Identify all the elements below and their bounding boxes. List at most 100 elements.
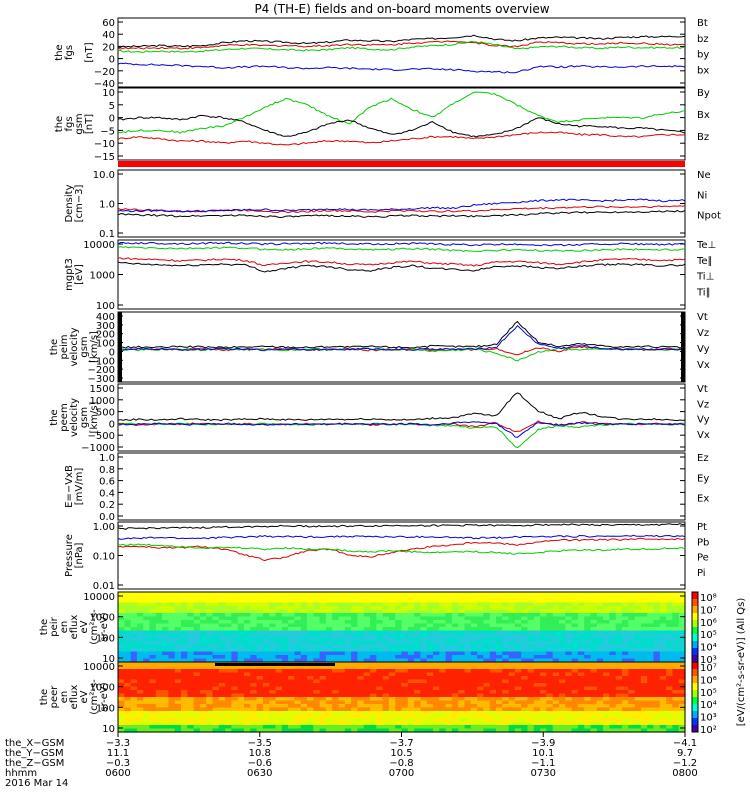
spectrogram-cell (401, 609, 409, 614)
spectrogram-cell (338, 728, 346, 733)
spectrogram-cell (672, 592, 680, 597)
spectrogram-cell (622, 651, 629, 656)
spectrogram-cell (143, 616, 151, 621)
spectrogram-cell (118, 616, 125, 621)
spectrogram-cell (351, 602, 358, 607)
spectrogram-cell (395, 655, 403, 660)
spectrogram-cell (351, 672, 358, 677)
spectrogram-cell (124, 655, 132, 660)
spectrogram-cell (672, 683, 680, 688)
spectrogram-cell (508, 630, 516, 635)
spectrogram-cell (559, 609, 566, 614)
spectrogram-cell (149, 721, 157, 726)
spectrogram-cell (445, 644, 453, 649)
spectrogram-cell (640, 592, 648, 597)
spectrogram-cell (395, 651, 403, 656)
spectrogram-cell (275, 714, 283, 719)
spectrogram-cell (124, 648, 132, 653)
spectrogram-cell (433, 683, 440, 688)
spectrogram-cell (332, 725, 340, 730)
spectrogram-cell (351, 595, 358, 600)
spectrogram-cell (502, 623, 510, 628)
spectrogram-cell (250, 672, 258, 677)
spectrogram-cell (351, 707, 358, 712)
spectrogram-cell (540, 644, 547, 649)
spectrogram-cell (401, 665, 409, 670)
spectrogram-cell (451, 616, 459, 621)
spectrogram-cell (502, 686, 510, 691)
spectrogram-cell (395, 683, 403, 688)
spectrogram-cell (237, 683, 245, 688)
spectrogram-cell (212, 620, 220, 625)
spectrogram-cell (622, 683, 629, 688)
spectrogram-cell (325, 718, 333, 723)
spectrogram-cell (401, 679, 409, 684)
spectrogram-cell (288, 644, 295, 649)
spectrogram-cell (603, 676, 610, 681)
spectrogram-cell (622, 648, 629, 653)
spectrogram-cell (136, 648, 144, 653)
spectrogram-cell (256, 665, 264, 670)
spectrogram-cell (653, 651, 661, 656)
spectrogram-cell (262, 620, 270, 625)
spectrogram-cell (382, 602, 390, 607)
spectrogram-cell (225, 602, 232, 607)
spectrogram-cell (281, 623, 289, 628)
spectrogram-cell (540, 669, 547, 674)
spectrogram-cell (483, 679, 491, 684)
spectrogram-cell (231, 697, 239, 702)
spectrogram-cell (231, 683, 239, 688)
spectrogram-cell (300, 627, 308, 632)
spectrogram-cell (300, 644, 308, 649)
spectrogram-cell (136, 728, 144, 733)
spectrogram-cell (130, 683, 138, 688)
spectrogram-cell (332, 655, 340, 660)
spectrogram-cell (319, 630, 327, 635)
spectrogram-cell (149, 609, 157, 614)
spectrogram-cell (426, 725, 434, 730)
spectrogram-cell (130, 599, 138, 604)
spectrogram-cell (445, 704, 453, 709)
spectrogram-cell (162, 602, 169, 607)
spectrogram-cell (540, 683, 547, 688)
spectrogram-cell (174, 641, 182, 646)
spectrogram-cell (206, 690, 214, 695)
spectrogram-cell (508, 676, 516, 681)
spectrogram-cell (445, 725, 453, 730)
x-tick-label: 9.7 (677, 748, 693, 759)
spectrogram-cell (540, 697, 547, 702)
spectrogram-cell (659, 616, 667, 621)
spectrogram-cell (521, 672, 529, 677)
spectrogram-cell (288, 627, 295, 632)
spectrogram-cell (162, 648, 169, 653)
spectrogram-cell (407, 592, 415, 597)
spectrogram-cell (307, 679, 314, 684)
spectrogram-cell (540, 655, 547, 660)
spectrogram-cell (269, 697, 277, 702)
spectrogram-cell (174, 623, 182, 628)
spectrogram-cell (659, 630, 667, 635)
spectrogram-cell (609, 637, 617, 642)
spectrogram-cell (300, 602, 308, 607)
spectrogram-cell (218, 609, 226, 614)
spectrogram-cell (382, 592, 390, 597)
x-tick-label: −0.8 (389, 758, 413, 769)
spectrogram-cell (590, 714, 598, 719)
spectrogram-cell (407, 637, 415, 642)
y-axis-label-line: the (54, 44, 65, 60)
spectrogram-cell (244, 669, 251, 674)
spectrogram-cell (281, 644, 289, 649)
spectrogram-cell (218, 707, 226, 712)
spectrogram-cell (533, 627, 541, 632)
spectrogram-cell (521, 634, 529, 639)
spectrogram-cell (237, 711, 245, 716)
spectrogram-cell (439, 655, 447, 660)
spectrogram-cell (559, 728, 566, 733)
spectrogram-cell (212, 686, 220, 691)
spectrogram-cell (319, 707, 327, 712)
spectrogram-cell (590, 595, 598, 600)
spectrogram-cell (590, 718, 598, 723)
spectrogram-cell (426, 623, 434, 628)
spectrogram-cell (149, 669, 157, 674)
colorbar-top-segment (692, 613, 698, 621)
